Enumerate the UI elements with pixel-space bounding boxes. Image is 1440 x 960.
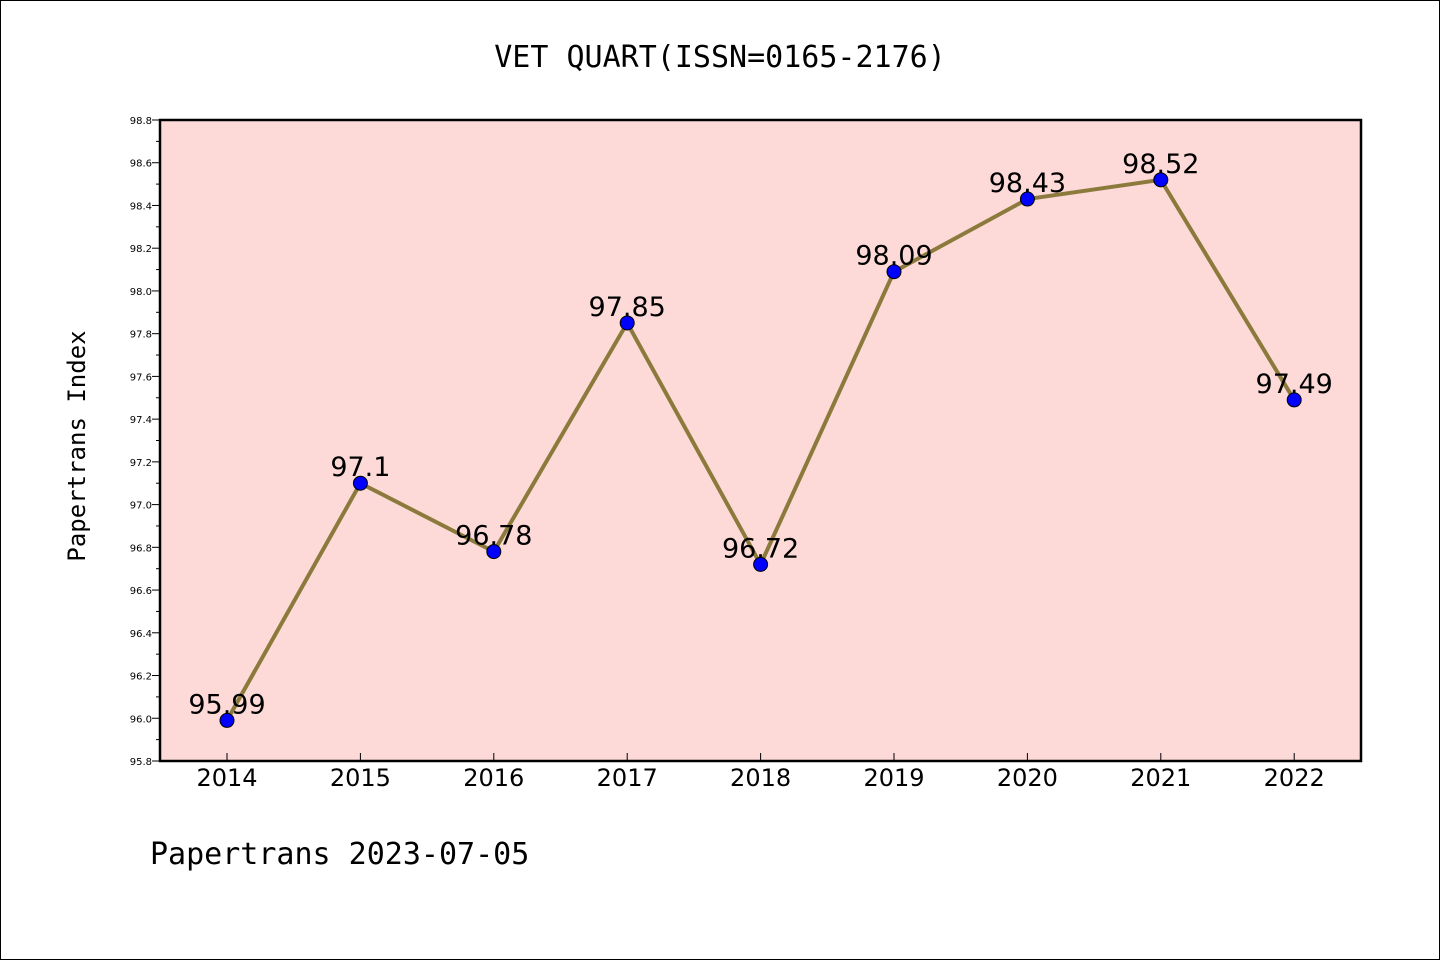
y-tick-label: 97.6 (130, 372, 152, 383)
y-tick-label: 97.2 (130, 458, 152, 469)
data-point (619, 315, 635, 331)
y-tick-label: 98.6 (130, 159, 152, 170)
x-tick-label: 2014 (196, 764, 257, 792)
data-point (753, 556, 769, 572)
data-label: 97.49 (1256, 369, 1333, 400)
data-point (352, 475, 368, 491)
data-label: 95.99 (188, 689, 265, 720)
y-tick-label: 97.8 (130, 330, 152, 341)
data-label: 98.43 (989, 168, 1066, 199)
data-label: 98.52 (1122, 149, 1199, 180)
data-label: 96.72 (722, 533, 799, 564)
data-point (486, 544, 502, 560)
footer-text: Papertrans 2023-07-05 (150, 837, 529, 872)
series-markers (219, 172, 1302, 728)
x-axis: 2014 2015 2016 2017 2018 2019 2020 2021 2022 (196, 753, 1325, 792)
y-axis: 95.8 96.0 96.2 96.4 96.6 96.8 97.0 97.2 97.4 97.6… (130, 116, 160, 768)
x-tick-label: 2022 (1264, 764, 1325, 792)
y-axis-label: Papertrans Index (63, 330, 91, 561)
x-tick-label: 2019 (863, 764, 924, 792)
y-tick-label: 97.0 (130, 501, 152, 512)
x-tick-label: 2020 (997, 764, 1058, 792)
y-tick-label: 96.0 (130, 714, 152, 725)
y-tick-label: 98.4 (130, 201, 152, 212)
x-tick-label: 2017 (597, 764, 658, 792)
y-tick-label: 96.2 (130, 672, 152, 683)
y-tick-label: 96.6 (130, 586, 152, 597)
y-tick-label: 98.8 (130, 116, 152, 127)
data-labels: 95.99 97.1 96.78 97.85 96.72 98.09 98.43 98.52 9… (188, 149, 1332, 721)
data-label: 97.85 (589, 292, 666, 323)
data-label: 98.09 (855, 241, 932, 272)
data-point (1019, 191, 1035, 207)
data-point (219, 712, 235, 728)
data-point (886, 264, 902, 280)
x-tick-label: 2015 (330, 764, 391, 792)
y-tick-label: 98.2 (130, 244, 152, 255)
x-tick-label: 2016 (463, 764, 524, 792)
y-tick-label: 96.4 (130, 629, 152, 640)
plot-area (160, 120, 1361, 761)
plot-border (158, 118, 1363, 763)
y-tick-label: 98.0 (130, 287, 152, 298)
data-point (1286, 392, 1302, 408)
y-tick-label: 96.8 (130, 543, 152, 554)
x-tick-label: 2021 (1130, 764, 1191, 792)
x-tick-label: 2018 (730, 764, 791, 792)
chart-title: VET QUART(ISSN=0165-2176) (494, 40, 946, 75)
data-point (1153, 172, 1169, 188)
data-label: 96.78 (455, 521, 532, 552)
y-tick-label: 97.4 (130, 415, 152, 426)
y-tick-label: 95.8 (130, 757, 152, 768)
data-label: 97.1 (330, 452, 390, 483)
